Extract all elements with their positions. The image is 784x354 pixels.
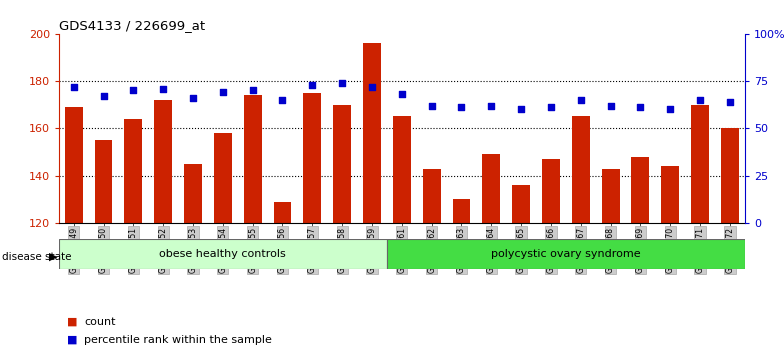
Bar: [59, 239, 387, 269]
Point: [545, 105, 557, 110]
Bar: [154, 100, 172, 223]
Text: obese healthy controls: obese healthy controls: [159, 249, 286, 259]
Text: ▶: ▶: [49, 252, 57, 262]
Bar: [452, 199, 470, 223]
Point: [67, 84, 80, 90]
Bar: [65, 107, 82, 223]
Bar: [184, 164, 202, 223]
Text: GDS4133 / 226699_at: GDS4133 / 226699_at: [59, 19, 205, 33]
Text: disease state: disease state: [2, 252, 71, 262]
Bar: [274, 202, 292, 223]
Bar: [512, 185, 530, 223]
Bar: [244, 95, 262, 223]
Point: [426, 103, 438, 108]
Point: [157, 86, 169, 91]
Point: [216, 90, 229, 95]
Bar: [601, 169, 619, 223]
Point: [365, 84, 378, 90]
Point: [664, 107, 677, 112]
Point: [336, 80, 348, 86]
Point: [276, 97, 289, 103]
Point: [485, 103, 498, 108]
Bar: [214, 133, 232, 223]
Bar: [631, 157, 649, 223]
Bar: [542, 159, 560, 223]
Text: ■: ■: [67, 317, 77, 327]
Point: [604, 103, 617, 108]
Point: [694, 97, 706, 103]
Point: [456, 105, 468, 110]
Bar: [393, 116, 411, 223]
Bar: [387, 239, 745, 269]
Text: polycystic ovary syndrome: polycystic ovary syndrome: [491, 249, 641, 259]
Bar: [661, 166, 679, 223]
Bar: [482, 154, 500, 223]
Point: [127, 88, 140, 93]
Bar: [423, 169, 441, 223]
Point: [246, 88, 259, 93]
Text: percentile rank within the sample: percentile rank within the sample: [84, 335, 272, 345]
Bar: [95, 140, 112, 223]
Text: count: count: [84, 317, 115, 327]
Point: [515, 107, 528, 112]
Point: [395, 91, 408, 97]
Point: [575, 97, 587, 103]
Point: [187, 95, 199, 101]
Point: [97, 93, 110, 99]
Bar: [303, 93, 321, 223]
Text: ■: ■: [67, 335, 77, 345]
Point: [724, 99, 736, 105]
Point: [306, 82, 318, 87]
Bar: [363, 43, 381, 223]
Bar: [333, 105, 351, 223]
Bar: [691, 105, 709, 223]
Bar: [125, 119, 143, 223]
Bar: [721, 128, 739, 223]
Bar: [572, 116, 590, 223]
Point: [634, 105, 647, 110]
